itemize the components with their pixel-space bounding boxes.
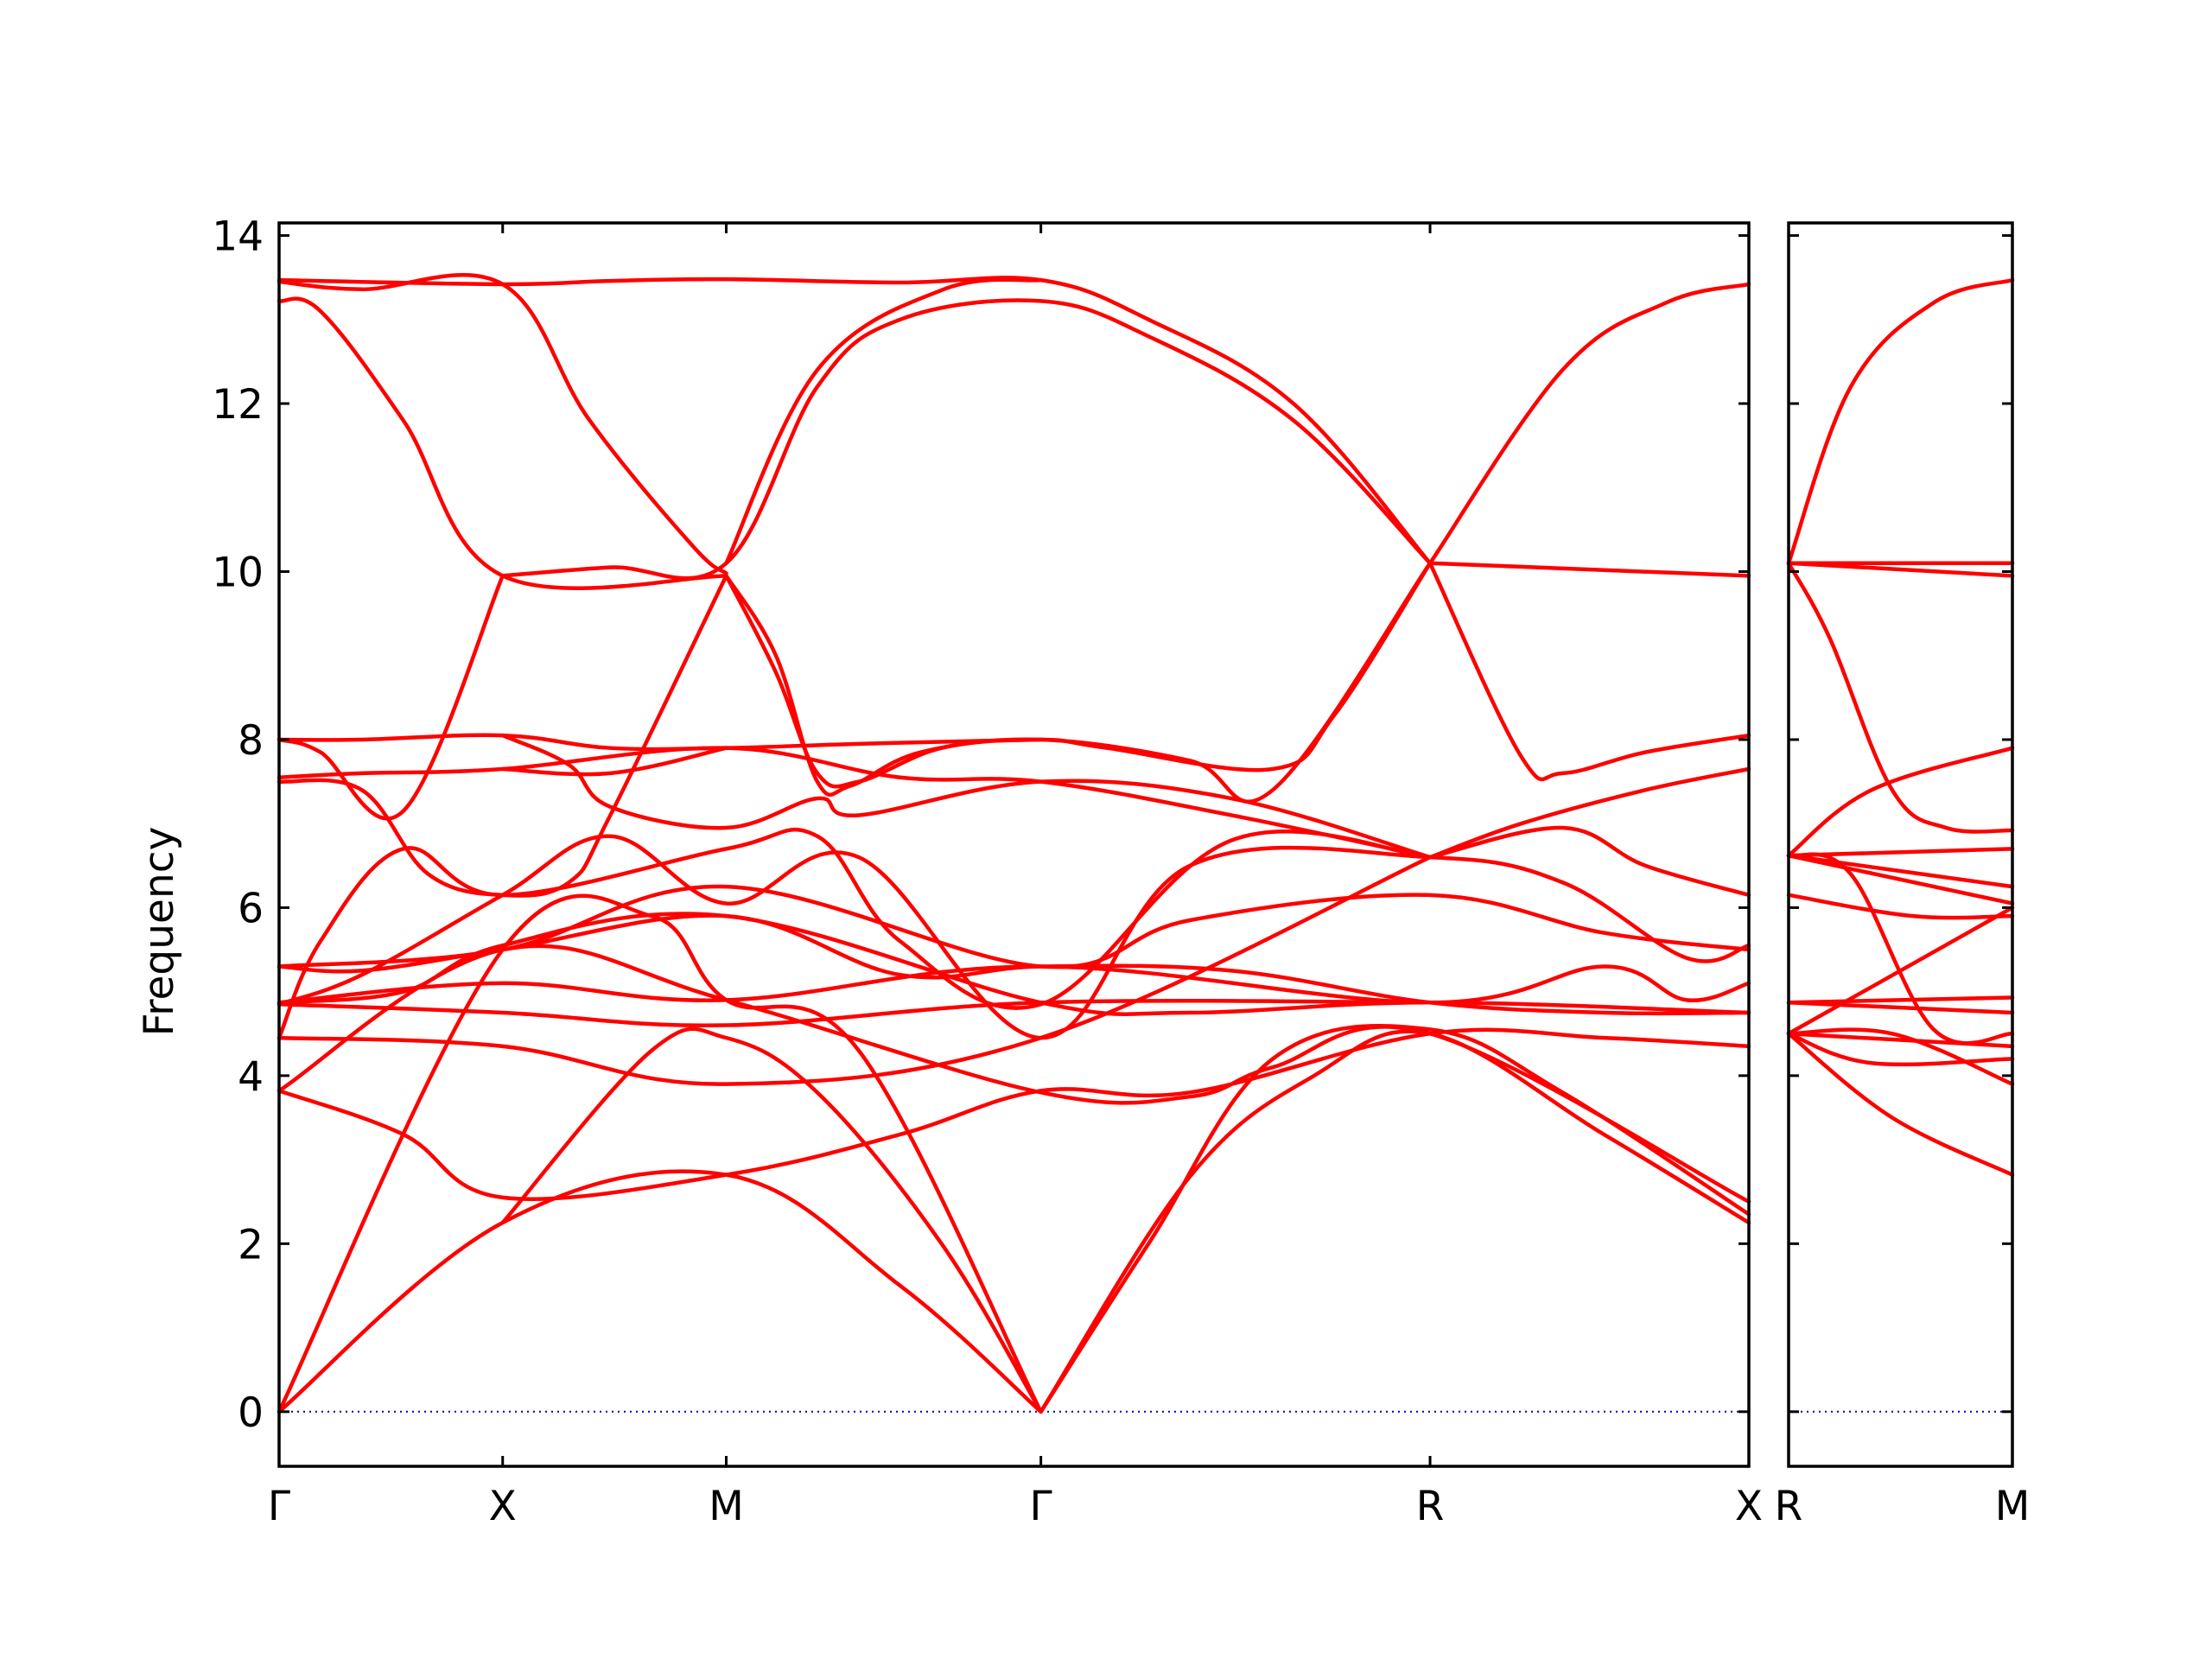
band-line-main-7 [1427, 561, 1751, 578]
band-line-inset-1 [1786, 277, 2015, 566]
band-line-main-1 [276, 276, 1433, 566]
band-line-inset-6 [1786, 746, 2015, 858]
y-axis-title: Frequency [136, 827, 183, 1037]
band-line-main-16 [500, 746, 728, 777]
band-line-main-13 [276, 746, 1433, 860]
band-line-main-26 [276, 855, 1433, 1086]
y-tick-label: 8 [238, 717, 264, 765]
band-line-main-32 [1039, 1029, 1751, 1414]
band-line-main-29 [276, 893, 1043, 1414]
band-line-main-4 [500, 298, 1433, 581]
band-line-inset-17 [1786, 1032, 2015, 1177]
band-line-inset-8 [1786, 853, 2015, 906]
band-line-main-33 [1039, 1023, 1751, 1414]
band-line-main-17 [1427, 766, 1751, 860]
band-line-inset-16 [1786, 1027, 2015, 1086]
band-line-main-24 [276, 964, 1751, 1005]
band-line-inset-12 [1786, 1001, 2015, 1015]
y-tick-label: 6 [238, 885, 264, 932]
y-tick-label: 14 [212, 213, 264, 261]
x-tick-label-inset-1: R [1775, 1483, 1803, 1530]
x-tick-label-inset-2: M [1995, 1483, 2031, 1530]
x-tick-label-main-4: Γ [1030, 1483, 1052, 1530]
band-line-inset-15 [1786, 1032, 2015, 1067]
y-tick-label: 2 [238, 1221, 264, 1268]
x-tick-label-main-2: X [489, 1483, 517, 1530]
band-line-main-18 [1427, 825, 1751, 898]
y-tick-label: 12 [212, 381, 264, 429]
band-line-main-2 [276, 273, 728, 575]
band-line-inset-9 [1786, 893, 2015, 920]
x-tick-label-main-6: X [1735, 1483, 1763, 1530]
band-line-main-8 [724, 561, 1433, 789]
band-line-inset-14 [1786, 1032, 2015, 1049]
y-tick-label: 0 [238, 1389, 264, 1437]
x-tick-label-main-3: M [709, 1483, 744, 1530]
band-line-main-20 [276, 834, 1751, 1040]
band-line-main-5 [724, 277, 1043, 566]
band-line-inset-3 [1786, 561, 2015, 578]
band-line-main-25 [276, 998, 1433, 1028]
band-line-main-15 [500, 733, 1433, 860]
plot-frame-inset [1787, 221, 2014, 1468]
band-line-inset-11 [1786, 995, 2015, 1005]
band-line-main-3 [276, 296, 728, 590]
band-line-main-27 [276, 1027, 1751, 1201]
band-line-main-11 [276, 733, 1043, 752]
band-line-inset-4 [1786, 561, 2015, 834]
plot-frame-main [277, 221, 1751, 1468]
y-tick-label: 10 [212, 550, 264, 597]
band-line-main-10 [1427, 561, 1751, 782]
band-line-inset-7 [1786, 853, 2015, 889]
band-line-main-6 [1427, 282, 1751, 566]
band-line-main-30 [276, 1169, 1043, 1414]
band-line-main-19 [276, 827, 1433, 1040]
band-line-inset-13 [1786, 906, 2015, 1036]
x-tick-label-main-1: Γ [268, 1483, 290, 1530]
panel-main: 0 2 4 6 8 10 12 14 Γ X M Γ R X [212, 213, 1763, 1530]
x-tick-label-main-5: R [1416, 1483, 1445, 1530]
band-line-main-31 [500, 1027, 1043, 1414]
y-tick-label: 4 [238, 1053, 264, 1101]
